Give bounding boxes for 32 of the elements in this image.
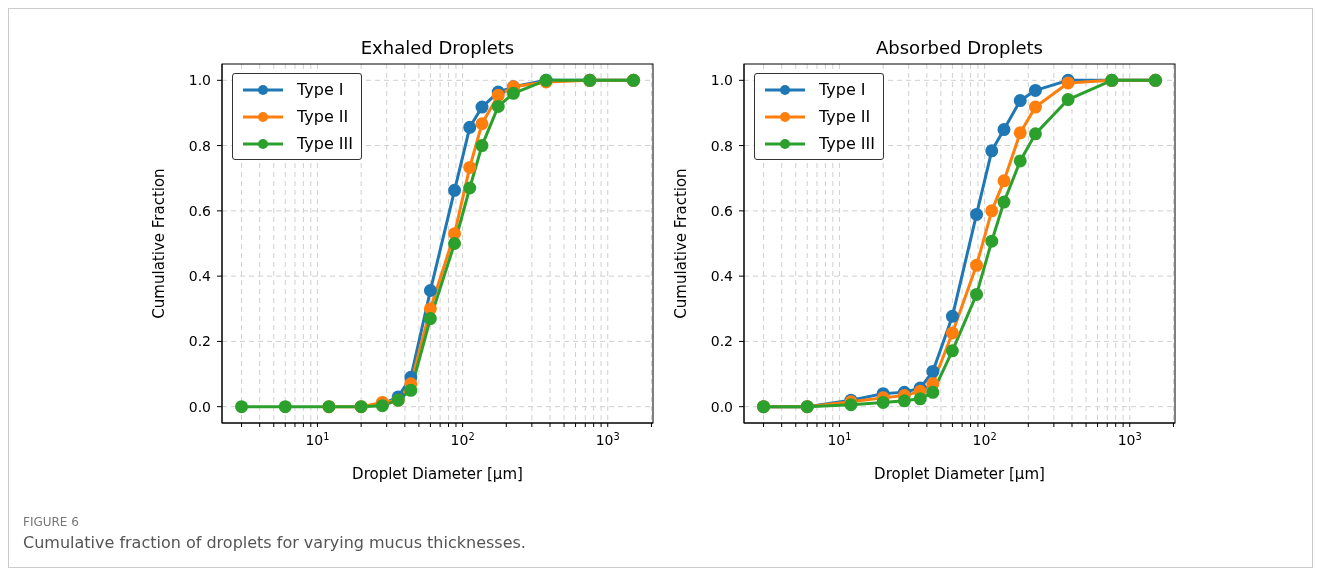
y-tick-label: 0.4 (188, 268, 212, 285)
y-tick-label: 0.4 (710, 268, 734, 285)
y-tick-label: 0.2 (188, 333, 211, 350)
x-tick-label: 10$^{1}$ (827, 430, 852, 448)
x-tick-label: 10$^{3}$ (1117, 430, 1142, 448)
legend-label: Type III (297, 134, 353, 153)
legend-label: Type III (819, 134, 875, 153)
x-axis-title: Droplet Diameter [μm] (352, 465, 523, 483)
legend-label: Type I (819, 80, 866, 99)
y-tick-label: 0.8 (710, 137, 733, 154)
y-tick-label: 0.0 (188, 398, 211, 415)
y-tick-label: 0.8 (188, 137, 211, 154)
x-tick-label: 10$^{2}$ (450, 430, 475, 448)
chart-title: Absorbed Droplets (876, 37, 1043, 58)
text: Cumulative fraction of droplets for varying mucus thicknesses. (23, 533, 526, 552)
caption: FIGURE 6 (23, 515, 80, 529)
y-tick-label: 0.0 (710, 398, 733, 415)
y-tick-label: 0.2 (710, 333, 733, 350)
x-tick-label: 10$^{1}$ (305, 430, 330, 448)
y-tick-label: 0.6 (710, 202, 734, 219)
legend-label: Type I (297, 80, 344, 99)
x-tick-label: 10$^{3}$ (595, 430, 620, 448)
chart-title: Exhaled Droplets (360, 37, 515, 58)
y-axis-title: Cumulative Fraction (150, 168, 168, 319)
y-axis-title: Cumulative Fraction (672, 168, 690, 319)
y-tick-label: 1.0 (710, 72, 733, 89)
legend-label: Type II (297, 107, 349, 126)
y-tick-label: 0.6 (188, 202, 212, 219)
legend-label: Type II (819, 107, 871, 126)
y-tick-label: 1.0 (188, 72, 211, 89)
x-axis-title: Droplet Diameter [μm] (874, 465, 1045, 483)
x-tick-label: 10$^{2}$ (972, 430, 997, 448)
